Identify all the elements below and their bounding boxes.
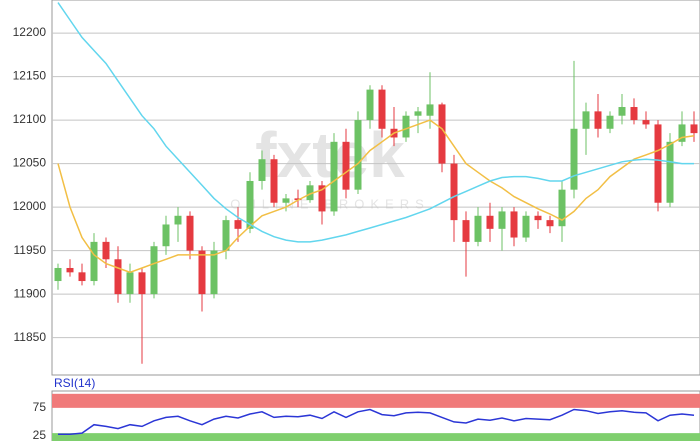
candle-body — [690, 124, 698, 134]
candle-body — [138, 272, 146, 295]
rsi-title: RSI(14) — [54, 376, 95, 390]
candle-body — [186, 215, 194, 251]
candle-body — [198, 250, 206, 295]
line — [58, 408, 695, 436]
band — [52, 393, 700, 408]
y-tick-label: 11950 — [14, 243, 47, 257]
candle-body — [606, 115, 614, 129]
watermark: fxtek — [255, 119, 405, 191]
y-tick-label: 12000 — [13, 199, 47, 213]
candle-body — [402, 115, 410, 138]
candle-body — [666, 141, 674, 203]
candle-body — [474, 215, 482, 242]
y-tick-label: 12100 — [13, 112, 47, 126]
candle-body — [234, 220, 242, 229]
y-tick-label: 12050 — [13, 156, 47, 170]
candle-body — [486, 215, 494, 229]
candle-body — [534, 215, 542, 221]
candle-body — [150, 246, 158, 295]
candle-body — [330, 141, 338, 212]
candle-body — [678, 124, 686, 142]
y-tick-label: 25 — [33, 428, 47, 441]
candle-body — [306, 185, 314, 201]
watermark-subtitle: ONLINE BROKERS — [230, 196, 430, 211]
candle-body — [366, 89, 374, 121]
candle-body — [90, 241, 98, 282]
y-tick-label: 11900 — [14, 286, 47, 300]
y-tick-label: 11850 — [14, 330, 47, 344]
candle-body — [78, 272, 86, 282]
candle-body — [654, 124, 662, 203]
y-tick-label: 12150 — [13, 69, 47, 83]
candle-body — [282, 198, 290, 203]
candle-body — [546, 220, 554, 227]
candle-body — [462, 220, 470, 242]
candle-body — [510, 211, 518, 238]
candle-body — [618, 107, 626, 116]
y-tick-label: 12200 — [13, 25, 47, 39]
line — [57, 2, 694, 243]
candle-body — [294, 198, 302, 201]
candle-body — [522, 215, 530, 238]
candle-body — [594, 111, 602, 129]
candle-body — [582, 111, 590, 129]
candle-body — [438, 104, 446, 164]
candle-body — [126, 272, 134, 295]
candle-body — [414, 111, 422, 116]
candle-body — [54, 267, 62, 282]
candle-body — [162, 224, 170, 247]
candle-body — [318, 185, 326, 212]
candle-body — [210, 250, 218, 295]
plot-area — [51, 0, 700, 376]
line — [57, 119, 695, 274]
candle-body — [222, 220, 230, 251]
y-tick-label: 75 — [33, 400, 47, 414]
candle-body — [450, 163, 458, 221]
candle-body — [102, 241, 110, 260]
candle-body — [174, 215, 182, 225]
candle-body — [630, 107, 638, 121]
plot-area — [51, 390, 700, 441]
candle-body — [558, 189, 566, 227]
candle-body — [246, 180, 254, 229]
candle-body — [342, 141, 350, 190]
candle-body — [498, 211, 506, 229]
candle-body — [258, 159, 266, 181]
band — [52, 433, 700, 441]
candle-body — [642, 120, 650, 125]
candle-body — [270, 159, 278, 203]
candle-body — [378, 89, 386, 129]
candle-body — [426, 104, 434, 116]
candle-body — [570, 128, 578, 190]
candle-body — [66, 267, 74, 273]
candle-body — [114, 259, 122, 295]
candle-body — [354, 120, 362, 190]
